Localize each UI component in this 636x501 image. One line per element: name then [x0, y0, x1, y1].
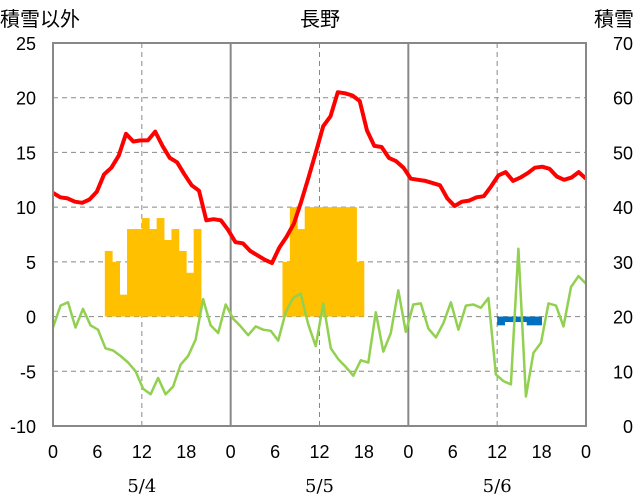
precipitation-bar — [149, 229, 158, 317]
right-tick-label: 50 — [613, 143, 633, 163]
precipitation-bar — [304, 207, 313, 317]
precipitation-bar — [186, 272, 195, 317]
wind-line — [51, 247, 587, 398]
precipitation-bar — [141, 218, 150, 317]
precipitation-bar — [349, 207, 357, 317]
precipitation-bar — [326, 207, 335, 317]
precipitation-bar — [104, 250, 113, 317]
date-label: 5/4 — [127, 476, 156, 497]
precipitation-bar — [289, 207, 298, 317]
precipitation-bar — [319, 207, 328, 317]
temperature-line — [51, 90, 588, 265]
precipitation-bar — [171, 229, 180, 317]
precipitation-bar — [127, 229, 135, 317]
plot-area — [52, 42, 587, 427]
precipitation-bars — [104, 207, 542, 326]
left-tick-label: -5 — [20, 362, 36, 382]
precipitation-bar — [334, 207, 343, 317]
x-tick-label: 12 — [309, 442, 329, 462]
x-tick-label: 6 — [448, 442, 458, 462]
x-tick-label: 6 — [92, 442, 102, 462]
precipitation_negative-bar — [519, 316, 528, 323]
left-tick-label: 25 — [16, 34, 36, 54]
precipitation-bar — [134, 229, 143, 317]
precipitation-bar — [356, 261, 365, 317]
precipitation_negative-bar — [534, 316, 542, 326]
precipitation_negative-bar — [497, 316, 505, 326]
precipitation_negative-bar — [504, 316, 513, 323]
left-tick-label: 0 — [26, 308, 36, 328]
right-tick-label: 40 — [613, 198, 633, 218]
x-tick-label: 12 — [132, 442, 152, 462]
date-label: 5/6 — [483, 476, 512, 497]
right-tick-label: 0 — [623, 417, 633, 437]
x-tick-label: 0 — [581, 442, 591, 462]
right-tick-label: 70 — [613, 34, 633, 54]
precipitation-bar — [282, 261, 291, 317]
precipitation_negative-bar — [511, 316, 520, 323]
precipitation-bar — [193, 229, 202, 317]
left-tick-label: 10 — [16, 198, 36, 218]
chart-title: 長野 — [300, 7, 340, 31]
left-axis-title: 積雪以外 — [0, 7, 80, 31]
x-tick-label: 12 — [487, 442, 507, 462]
x-tick-label: 0 — [403, 442, 413, 462]
series-lines — [51, 90, 588, 398]
precipitation-bar — [312, 207, 320, 317]
precipitation-bar — [164, 239, 172, 317]
left-tick-label: -10 — [10, 417, 36, 437]
right-tick-label: 30 — [613, 253, 633, 273]
precipitation-bar — [112, 261, 121, 317]
precipitation-bar — [156, 218, 165, 317]
precipitation-bar — [341, 207, 350, 317]
x-tick-label: 6 — [270, 442, 280, 462]
left-tick-label: 15 — [16, 143, 36, 163]
precipitation-bar — [119, 294, 128, 317]
right-axis-title: 積雪 — [594, 7, 634, 31]
precipitation-bar — [178, 250, 187, 317]
left-tick-label: 5 — [26, 253, 36, 273]
date-label: 5/5 — [305, 476, 334, 497]
left-tick-label: 20 — [16, 89, 36, 109]
right-tick-label: 20 — [613, 308, 633, 328]
x-tick-label: 18 — [354, 442, 374, 462]
x-tick-label: 18 — [532, 442, 552, 462]
precipitation-bar — [297, 229, 306, 317]
x-tick-label: 0 — [48, 442, 58, 462]
x-tick-label: 18 — [176, 442, 196, 462]
right-tick-label: 60 — [613, 89, 633, 109]
precipitation_negative-bar — [526, 316, 535, 326]
x-tick-label: 0 — [226, 442, 236, 462]
right-tick-label: 10 — [613, 362, 633, 382]
